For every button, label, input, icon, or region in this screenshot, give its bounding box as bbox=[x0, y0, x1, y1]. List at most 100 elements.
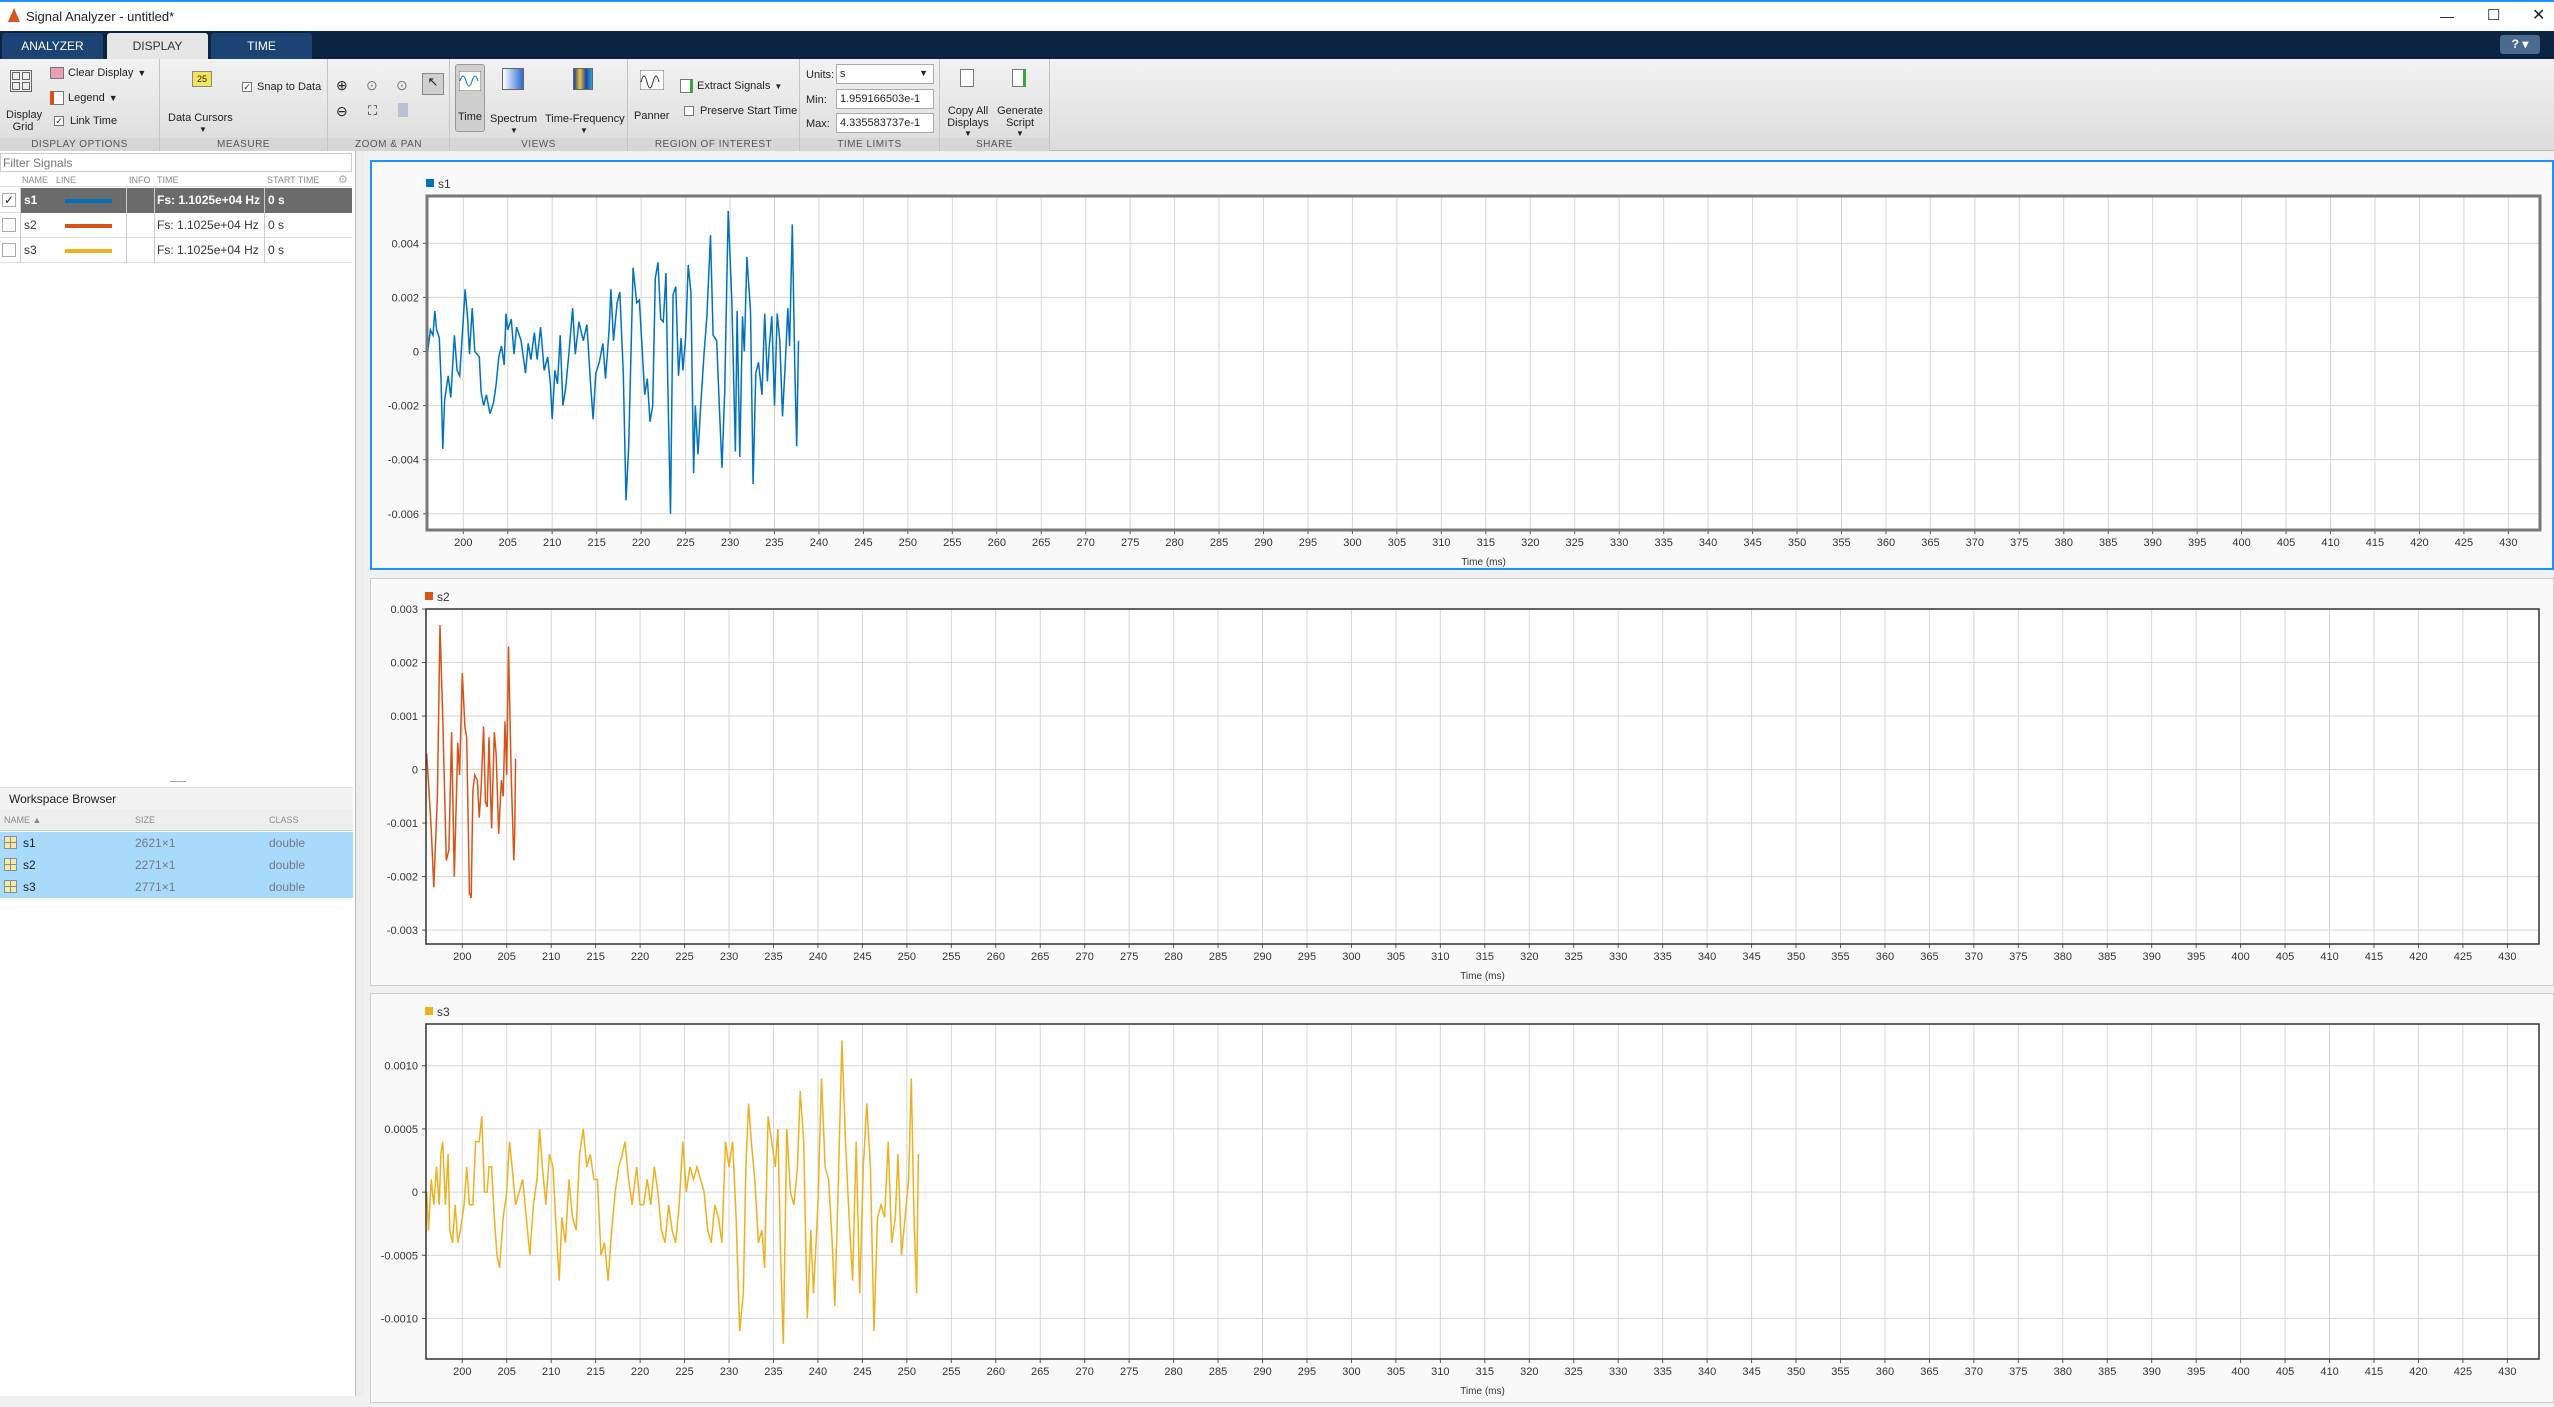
x-tick-label: 335 bbox=[1653, 1366, 1671, 1378]
vertical-splitter[interactable] bbox=[356, 151, 364, 1396]
units-dropdown[interactable]: s ▼ bbox=[836, 64, 934, 84]
time-view-button[interactable]: Time bbox=[455, 64, 485, 132]
column-header-time[interactable]: TIME bbox=[157, 175, 179, 185]
y-tick-label: -0.006 bbox=[388, 509, 419, 521]
x-tick-label: 360 bbox=[1877, 537, 1895, 549]
x-tick-label: 270 bbox=[1077, 537, 1095, 549]
signal-row[interactable]: ✓ s1 Fs: 1.1025e+04 Hz 0 s bbox=[0, 188, 352, 213]
checkbox-checked-icon: ✓ bbox=[242, 82, 252, 92]
legend-icon bbox=[50, 91, 64, 105]
axes-background[interactable] bbox=[427, 196, 2540, 530]
line-color-swatch[interactable] bbox=[65, 224, 112, 228]
workspace-row[interactable]: s1 2621×1 double bbox=[0, 832, 353, 854]
section-views: Time Spectrum ▼ Time-Frequency ▼ VIEWS bbox=[450, 59, 628, 151]
section-label: ZOOM & PAN bbox=[328, 138, 449, 151]
x-tick-label: 205 bbox=[499, 537, 517, 549]
max-time-input[interactable]: 4.335583737e-1 bbox=[836, 113, 934, 133]
x-tick-label: 380 bbox=[2054, 1366, 2072, 1378]
x-tick-label: 215 bbox=[586, 951, 604, 963]
tab-analyzer[interactable]: ANALYZER bbox=[2, 33, 103, 59]
x-tick-label: 330 bbox=[1609, 1366, 1627, 1378]
signal-row[interactable]: s2 Fs: 1.1025e+04 Hz 0 s bbox=[0, 213, 352, 238]
x-axis-label: Time (ms) bbox=[1460, 1386, 1505, 1397]
workspace-row[interactable]: s3 2771×1 double bbox=[0, 876, 353, 898]
min-time-input[interactable]: 1.959166503e-1 bbox=[836, 89, 934, 109]
extract-signals-icon bbox=[680, 79, 693, 93]
column-header-class[interactable]: CLASS bbox=[269, 815, 299, 825]
checkbox-unchecked[interactable] bbox=[2, 243, 16, 257]
link-time-checkbox[interactable]: ✓ Link Time bbox=[54, 115, 117, 127]
fit-to-view-icon[interactable]: ⛶ bbox=[368, 103, 378, 118]
column-header-info[interactable]: INFO bbox=[129, 175, 151, 185]
signal-line-s1[interactable] bbox=[426, 210, 800, 514]
preserve-start-time-checkbox[interactable]: Preserve Start Time bbox=[684, 105, 797, 117]
legend-label[interactable]: s2 bbox=[437, 590, 450, 604]
plot-panel-s3[interactable]: 200 205 210 215 220 225 230 235 240 245 250 255 260 2… bbox=[370, 993, 2554, 1403]
line-color-swatch[interactable] bbox=[65, 199, 112, 203]
x-tick-label: 375 bbox=[2010, 537, 2028, 549]
x-tick-label: 295 bbox=[1298, 951, 1316, 963]
panel-splitter[interactable] bbox=[170, 781, 186, 783]
filter-signals-input[interactable] bbox=[0, 153, 352, 172]
line-chart[interactable]: 200 205 210 215 220 225 230 235 240 245 250 255 260 2… bbox=[372, 162, 2554, 572]
checkbox-checked-icon: ✓ bbox=[54, 116, 64, 126]
x-tick-label: 245 bbox=[854, 537, 872, 549]
legend-label[interactable]: s1 bbox=[438, 177, 451, 191]
plot-panel-s2[interactable]: 200 205 210 215 220 225 230 235 240 245 250 255 260 2… bbox=[370, 578, 2554, 986]
x-tick-label: 315 bbox=[1476, 951, 1494, 963]
x-tick-label: 305 bbox=[1387, 1366, 1405, 1378]
tab-time[interactable]: TIME bbox=[211, 33, 312, 59]
column-header-line[interactable]: LINE bbox=[56, 175, 77, 185]
x-tick-label: 305 bbox=[1388, 537, 1406, 549]
minimize-button[interactable]: — bbox=[2440, 8, 2454, 24]
extract-signals-button[interactable]: Extract Signals ▼ bbox=[680, 79, 782, 93]
plot-panel-s1[interactable]: 200 205 210 215 220 225 230 235 240 245 250 255 260 2… bbox=[370, 160, 2554, 570]
axes-background[interactable] bbox=[426, 609, 2539, 944]
tab-display[interactable]: DISPLAY bbox=[107, 33, 208, 59]
axes-background[interactable] bbox=[426, 1024, 2539, 1359]
column-header-start-time[interactable]: START TIME bbox=[267, 175, 320, 185]
x-tick-label: 270 bbox=[1076, 1366, 1094, 1378]
x-tick-label: 355 bbox=[1831, 951, 1849, 963]
copy-all-displays-button[interactable]: Copy All Displays ▼ bbox=[944, 65, 992, 138]
generate-script-button[interactable]: Generate Script ▼ bbox=[996, 65, 1044, 138]
units-label: Units: bbox=[806, 69, 835, 81]
line-color-swatch[interactable] bbox=[65, 249, 112, 253]
time-frequency-view-button[interactable]: Time-Frequency ▼ bbox=[545, 64, 625, 136]
section-label: VIEWS bbox=[450, 138, 627, 151]
line-chart[interactable]: 200 205 210 215 220 225 230 235 240 245 250 255 260 2… bbox=[371, 579, 2554, 987]
legend-label[interactable]: s3 bbox=[437, 1005, 450, 1019]
snap-to-data-checkbox[interactable]: ✓ Snap to Data bbox=[242, 81, 321, 93]
display-grid-button[interactable]: Display Grid bbox=[6, 67, 44, 145]
help-button[interactable]: ? ▾ bbox=[2500, 35, 2540, 54]
x-tick-label: 255 bbox=[943, 537, 961, 549]
data-cursors-button[interactable]: 25 Data Cursors ▼ bbox=[166, 65, 242, 135]
zoom-in-icon[interactable]: ⊕ bbox=[336, 77, 348, 93]
column-header-name[interactable]: NAME ▲ bbox=[4, 815, 42, 825]
variable-size: 2621×1 bbox=[135, 836, 176, 850]
zoom-x-icon[interactable]: ⊙ bbox=[366, 77, 378, 93]
workspace-row[interactable]: s2 2271×1 double bbox=[0, 854, 353, 876]
signal-line-s2[interactable] bbox=[425, 625, 517, 899]
pan-icon[interactable] bbox=[398, 103, 408, 117]
signal-row[interactable]: s3 Fs: 1.1025e+04 Hz 0 s bbox=[0, 238, 352, 263]
clear-display-button[interactable]: Clear Display ▼ bbox=[50, 67, 146, 79]
checkbox-checked[interactable]: ✓ bbox=[2, 193, 16, 207]
legend-button[interactable]: Legend ▼ bbox=[50, 91, 118, 105]
column-header-name[interactable]: NAME bbox=[22, 175, 49, 185]
spectrum-view-button[interactable]: Spectrum ▼ bbox=[490, 64, 540, 136]
zoom-y-icon[interactable]: ⊙ bbox=[396, 77, 408, 93]
zoom-out-icon[interactable]: ⊖ bbox=[336, 103, 348, 119]
line-chart[interactable]: 200 205 210 215 220 225 230 235 240 245 250 255 260 2… bbox=[371, 994, 2554, 1404]
x-tick-label: 300 bbox=[1342, 951, 1360, 963]
signal-line-s3[interactable] bbox=[425, 1040, 920, 1344]
pointer-icon[interactable]: ↖ bbox=[422, 73, 444, 95]
maximize-button[interactable]: ☐ bbox=[2487, 7, 2501, 24]
close-button[interactable]: ✕ bbox=[2532, 7, 2546, 24]
column-header-size[interactable]: SIZE bbox=[135, 815, 156, 825]
panner-button[interactable]: Panner bbox=[634, 64, 670, 134]
x-tick-label: 280 bbox=[1164, 951, 1182, 963]
checkbox-unchecked[interactable] bbox=[2, 218, 16, 232]
gear-icon[interactable]: ⚙ bbox=[338, 174, 348, 186]
chevron-down-icon: ▼ bbox=[1016, 129, 1024, 138]
